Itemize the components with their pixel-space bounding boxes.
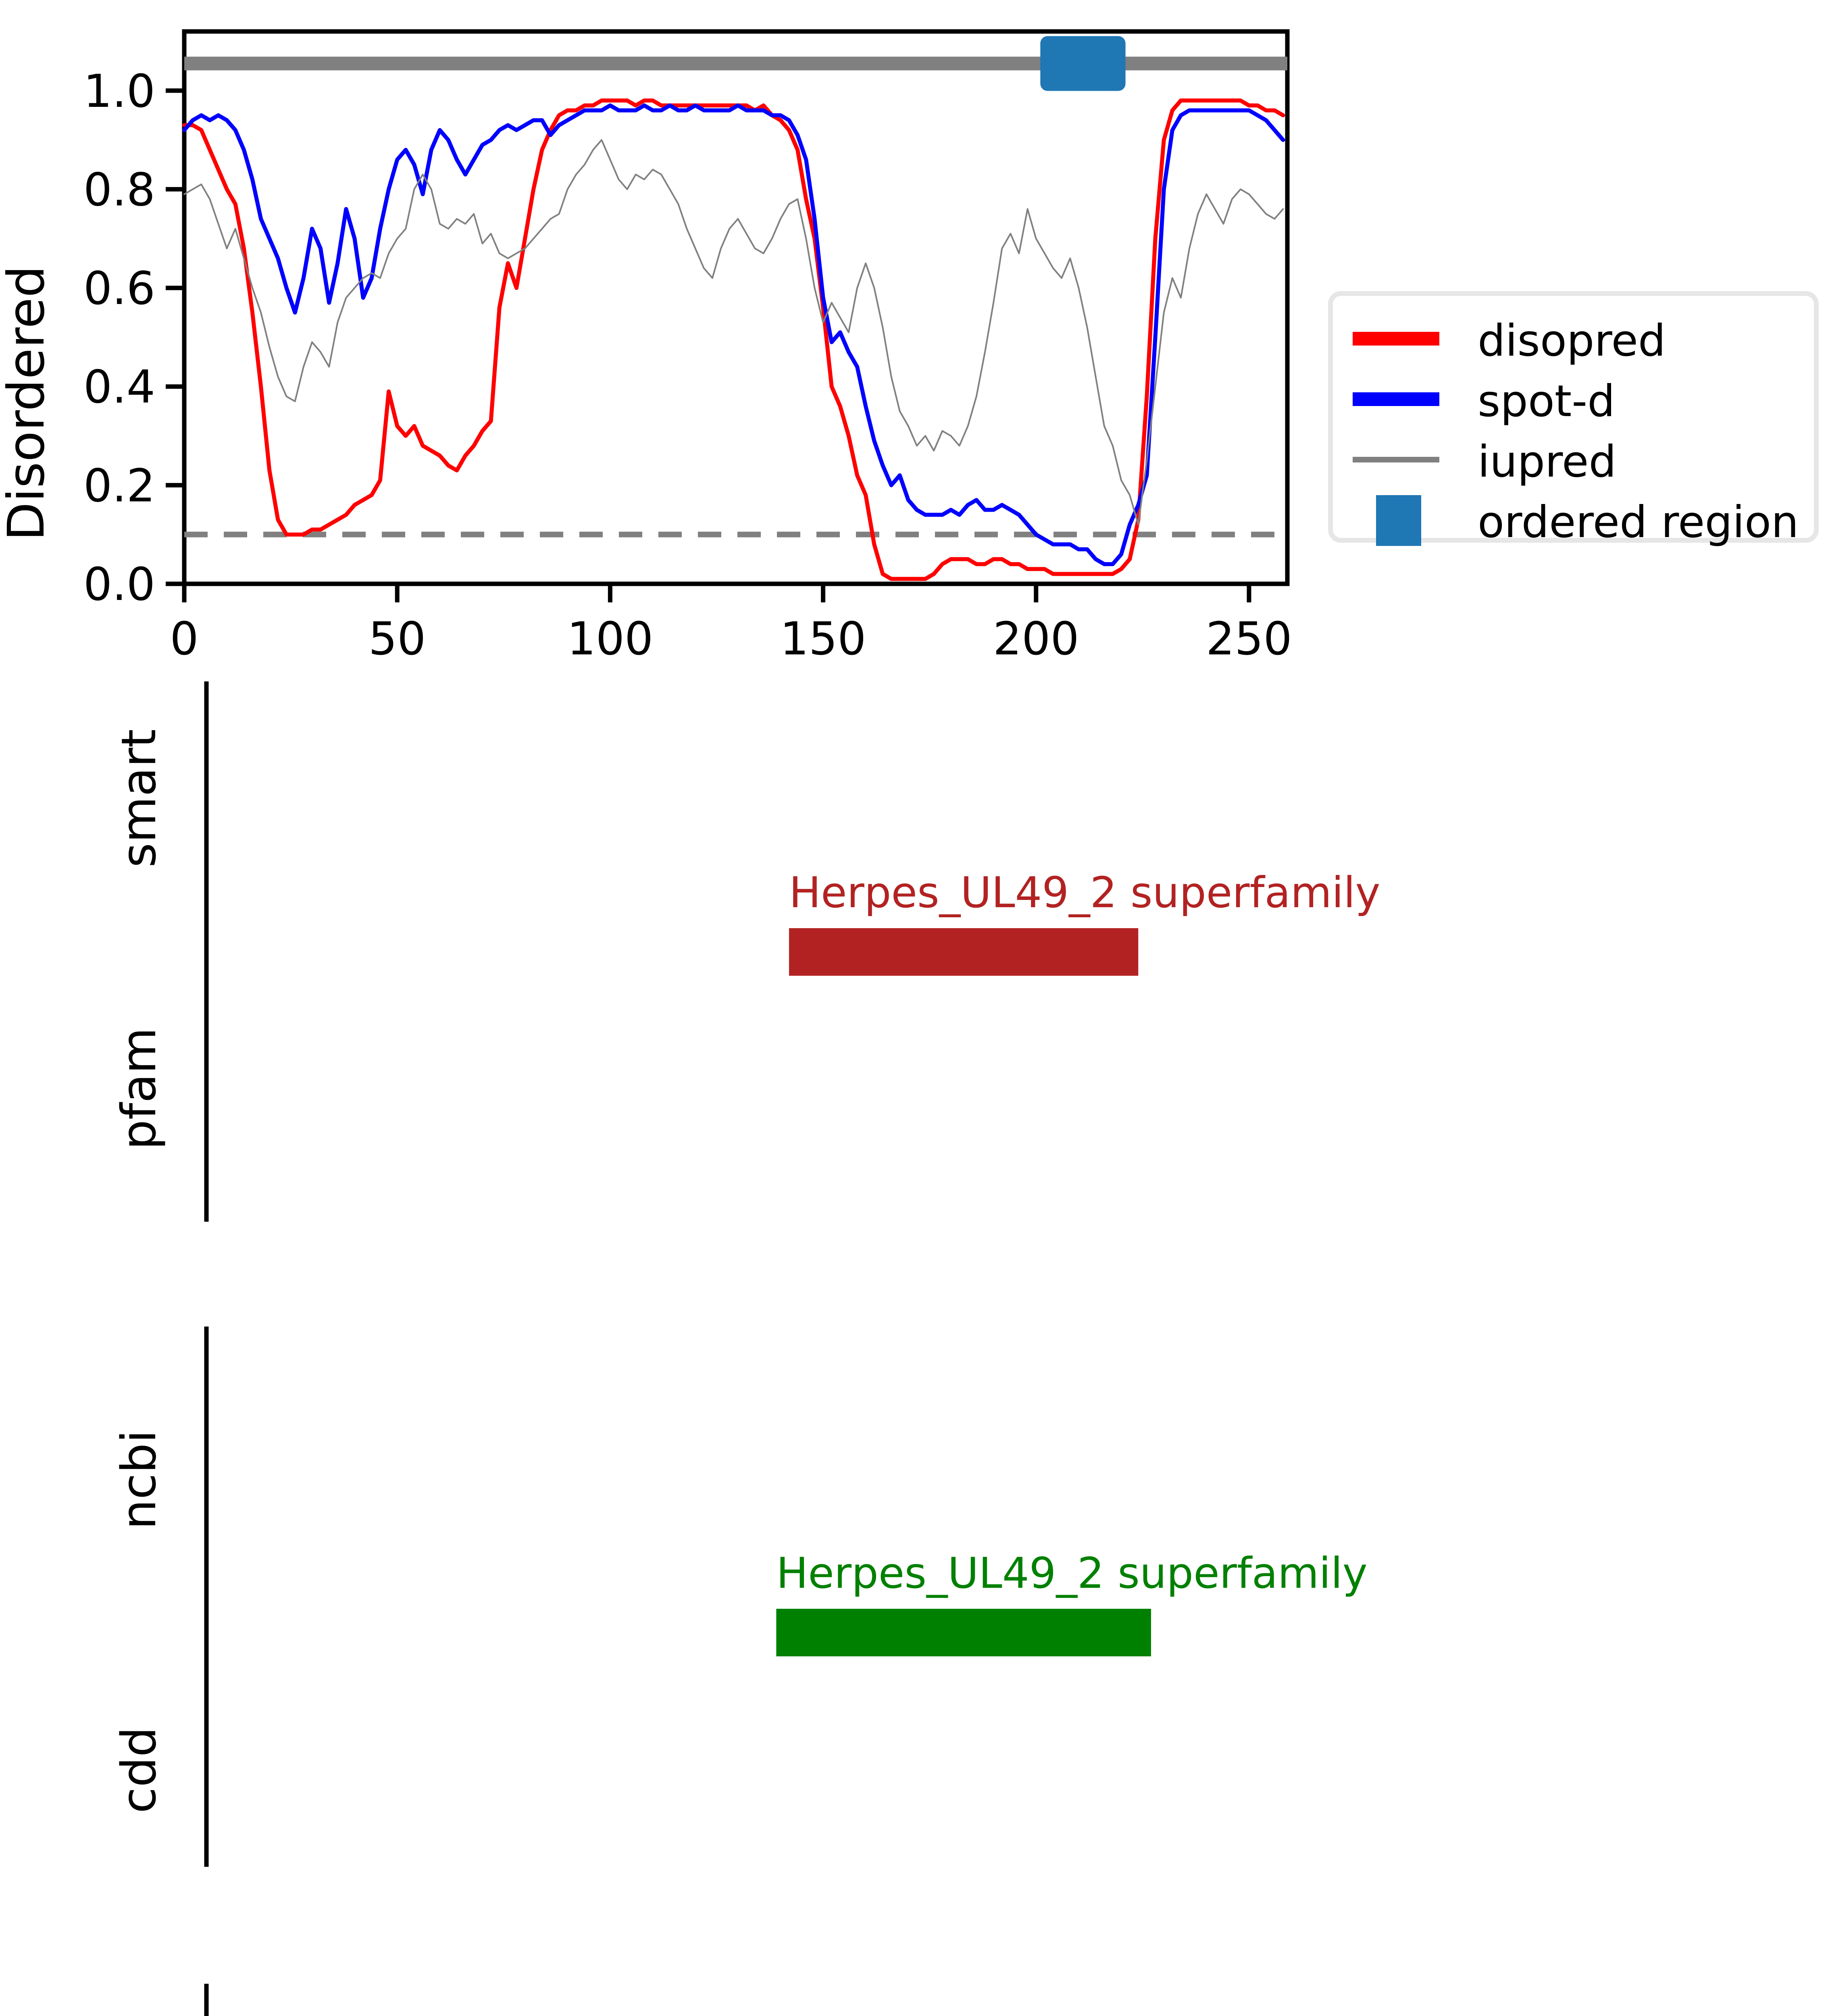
x-tick-label: 100 xyxy=(567,613,653,665)
disorder-axes-frame xyxy=(182,29,1290,586)
cdd-features[interactable]: Herpes_UL49_2 superfamily xyxy=(776,1549,1368,1656)
domain-panel-ncbi-cdd: ncbi cdd Herpes_UL49_2 superfamily xyxy=(111,1327,1368,1867)
y-axis-label: Disordered xyxy=(0,266,56,541)
legend-entries: disopred spot-d iupred ordered region xyxy=(1353,316,1799,548)
series-line-disopred xyxy=(182,98,1285,581)
x-tick-label: 0 xyxy=(170,613,198,665)
row-label-pfam: pfam xyxy=(111,1027,167,1150)
y-tick-label: 0.2 xyxy=(83,460,155,512)
row-label-ncbi: ncbi xyxy=(111,1430,167,1529)
disorder-curves xyxy=(182,98,1285,581)
domain-bar[interactable] xyxy=(789,928,1139,976)
series-line-spot-d xyxy=(182,103,1285,566)
disorder-panel: Disordered 0.0 0.2 0.4 0.6 0.8 1.0 0 50 100 150 2… xyxy=(0,29,1819,665)
legend-label-disopred: disopred xyxy=(1478,316,1666,366)
row-label-cdd: cdd xyxy=(111,1727,167,1814)
x-tick-label: 50 xyxy=(369,613,426,665)
domain-label: Herpes_UL49_2 superfamily xyxy=(776,1549,1368,1598)
legend-label-spot-d: spot-d xyxy=(1478,376,1615,427)
domain-label: Herpes_UL49_2 superfamily xyxy=(789,868,1380,917)
legend-label-ordered region: ordered region xyxy=(1478,497,1799,548)
x-tick-label: 250 xyxy=(1206,613,1292,665)
y-tick-label: 1.0 xyxy=(83,65,155,118)
x-tick-group: 0 50 100 150 200 250 xyxy=(170,584,1292,665)
disorder-legend: disopred spot-d iupred ordered region xyxy=(1328,291,1819,548)
legend-box xyxy=(1328,291,1819,543)
x-tick-label: 200 xyxy=(993,613,1079,665)
smart-features[interactable]: Herpes_UL49_2 superfamily xyxy=(789,868,1380,976)
y-tick-group: 0.0 0.2 0.4 0.6 0.8 1.0 xyxy=(83,65,184,611)
ordered-region-box[interactable] xyxy=(1040,36,1126,91)
domain-bar[interactable] xyxy=(776,1609,1151,1656)
series-line-iupred xyxy=(183,139,1284,526)
y-tick-label: 0.8 xyxy=(83,164,155,216)
y-tick-label: 0.6 xyxy=(83,262,155,315)
legend-label-iupred: iupred xyxy=(1478,437,1616,487)
legend-swatch-ordered region xyxy=(1376,495,1421,546)
y-tick-label: 0.0 xyxy=(83,558,155,611)
domain-panel-smart-pfam: smart pfam Herpes_UL49_2 superfamily xyxy=(111,681,1380,1222)
row-label-smart: smart xyxy=(111,729,167,868)
ordered-region-patch[interactable] xyxy=(1040,36,1126,91)
x-tick-label: 150 xyxy=(780,613,866,665)
y-tick-label: 0.4 xyxy=(83,361,155,414)
